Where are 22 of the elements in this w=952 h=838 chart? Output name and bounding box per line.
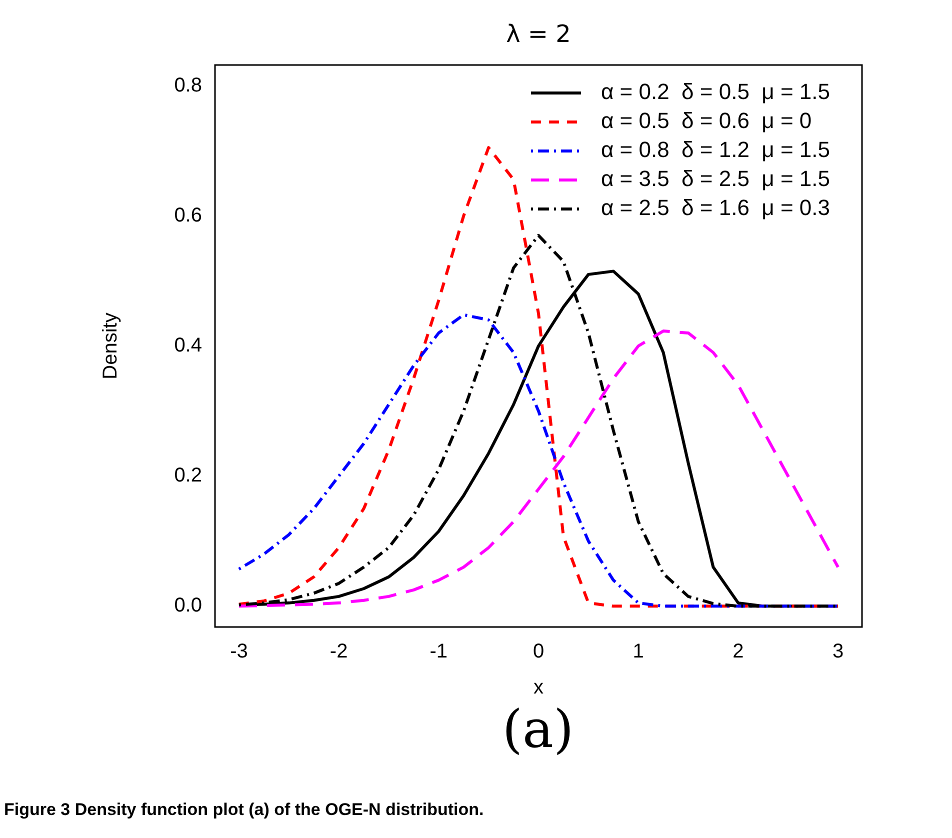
y-tick-label: 0.4 [174, 334, 202, 357]
y-tick-label: 0.2 [174, 464, 202, 487]
text: (a) [501, 700, 575, 760]
y-tick-label: 0.6 [174, 204, 202, 226]
caption: Figure 3 Density function plot (a) of the OGE-N distribution. [4, 800, 484, 820]
x-tick-label: -3 [230, 640, 248, 663]
legend-label: α = 2.5 δ = 1.6 μ = 0.3 [600, 195, 830, 220]
y-axis-title: Density [100, 312, 122, 380]
x-tick-label: 0 [532, 640, 544, 663]
legend-label: α = 0.2 δ = 0.5 μ = 1.5 [600, 79, 830, 104]
x-tick-label: 1 [632, 640, 644, 663]
y-tick-label: 0.0 [174, 594, 202, 617]
legend-label: α = 3.5 δ = 2.5 μ = 1.5 [600, 166, 830, 192]
chart-title: λ = 2 [506, 20, 571, 48]
x-axis-title: x [534, 676, 544, 699]
x-tick-label: -1 [430, 640, 448, 663]
legend-label: α = 0.8 δ = 1.2 μ = 1.5 [600, 137, 830, 162]
y-tick-label: 0.8 [174, 74, 202, 96]
x-tick-label: -2 [330, 640, 348, 663]
legend-label: α = 0.5 δ = 0.6 μ = 0 [600, 108, 812, 134]
x-tick-label: 3 [832, 640, 844, 663]
x-tick-label: 2 [732, 640, 744, 663]
